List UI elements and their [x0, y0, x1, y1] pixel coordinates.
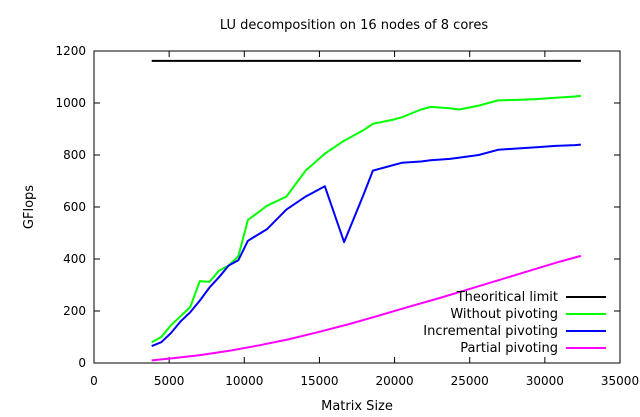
y-tick-label: 600: [63, 200, 86, 214]
y-tick-label: 200: [63, 304, 86, 318]
x-axis-label: Matrix Size: [321, 399, 393, 414]
x-tick-label: 0: [90, 374, 98, 388]
y-tick-label: 0: [78, 356, 86, 370]
y-tick-label: 400: [63, 252, 86, 266]
legend-label: Incremental pivoting: [423, 324, 558, 339]
y-tick-label: 1200: [55, 44, 86, 58]
x-tick-label: 20000: [375, 374, 413, 388]
legend: Theoritical limit Without pivoting Increme…: [423, 290, 606, 356]
x-tick-label: 10000: [225, 374, 263, 388]
series-line-1: [151, 94, 582, 344]
series-line-3: [151, 254, 582, 362]
x-tick-label: 15000: [300, 374, 338, 388]
plot-area: 0 5000 10000 15000 20000 25000 30000 35000 0 200 4…: [55, 44, 639, 388]
x-tick-label: 5000: [154, 374, 185, 388]
legend-label: Partial pivoting: [460, 341, 558, 356]
y-tick-label: 800: [63, 148, 86, 162]
legend-label: Without pivoting: [450, 307, 558, 322]
chart-title: LU decomposition on 16 nodes of 8 cores: [220, 18, 488, 33]
y-axis-label: GFlops: [22, 185, 37, 229]
series-line-2: [151, 143, 581, 348]
x-tick-label: 35000: [601, 374, 639, 388]
y-tick-label: 1000: [55, 96, 86, 110]
x-tick-label: 30000: [526, 374, 564, 388]
legend-label: Theoritical limit: [456, 290, 558, 305]
x-tick-label: 25000: [451, 374, 489, 388]
